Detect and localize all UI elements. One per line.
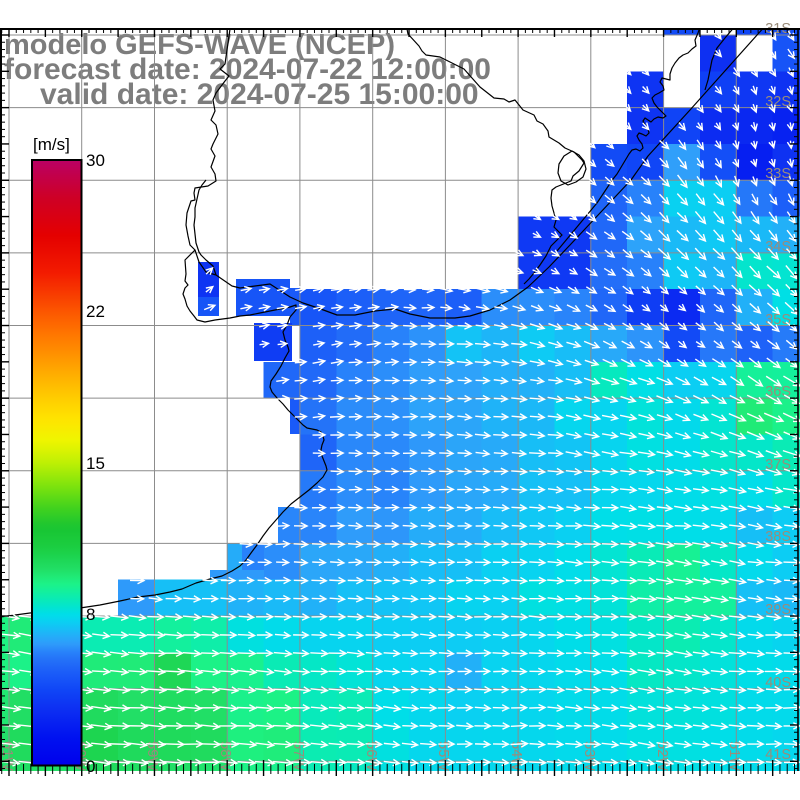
svg-text:36S: 36S [765,384,791,400]
svg-text:22: 22 [86,302,105,321]
svg-text:modelo GEFS-WAVE (NCEP): modelo GEFS-WAVE (NCEP) [4,29,395,61]
svg-text:58W: 58W [217,741,233,771]
svg-text:40S: 40S [765,675,791,691]
svg-text:54W: 54W [508,741,524,771]
svg-text:41S: 41S [765,747,791,763]
svg-text:forecast date: 2024-07-22 12:0: forecast date: 2024-07-22 12:00:00 [4,53,491,86]
svg-text:53W: 53W [581,741,597,771]
svg-text:valid date: 2024-07-25 15:00:0: valid date: 2024-07-25 15:00:00 [40,78,479,111]
svg-text:[m/s]: [m/s] [33,135,70,154]
svg-text:30: 30 [86,151,105,170]
svg-text:39S: 39S [765,602,791,618]
svg-text:8: 8 [86,605,95,624]
svg-text:51W: 51W [726,741,742,771]
svg-text:52W: 52W [654,741,670,771]
svg-text:33S: 33S [765,166,791,182]
svg-text:34S: 34S [765,239,791,255]
svg-text:35S: 35S [765,312,791,328]
svg-text:61W: 61W [0,741,15,771]
svg-text:56W: 56W [363,741,379,771]
svg-text:0: 0 [86,757,95,776]
svg-text:38S: 38S [765,529,791,545]
svg-text:57W: 57W [290,741,306,771]
svg-text:55W: 55W [435,741,451,771]
svg-text:15: 15 [86,454,105,473]
